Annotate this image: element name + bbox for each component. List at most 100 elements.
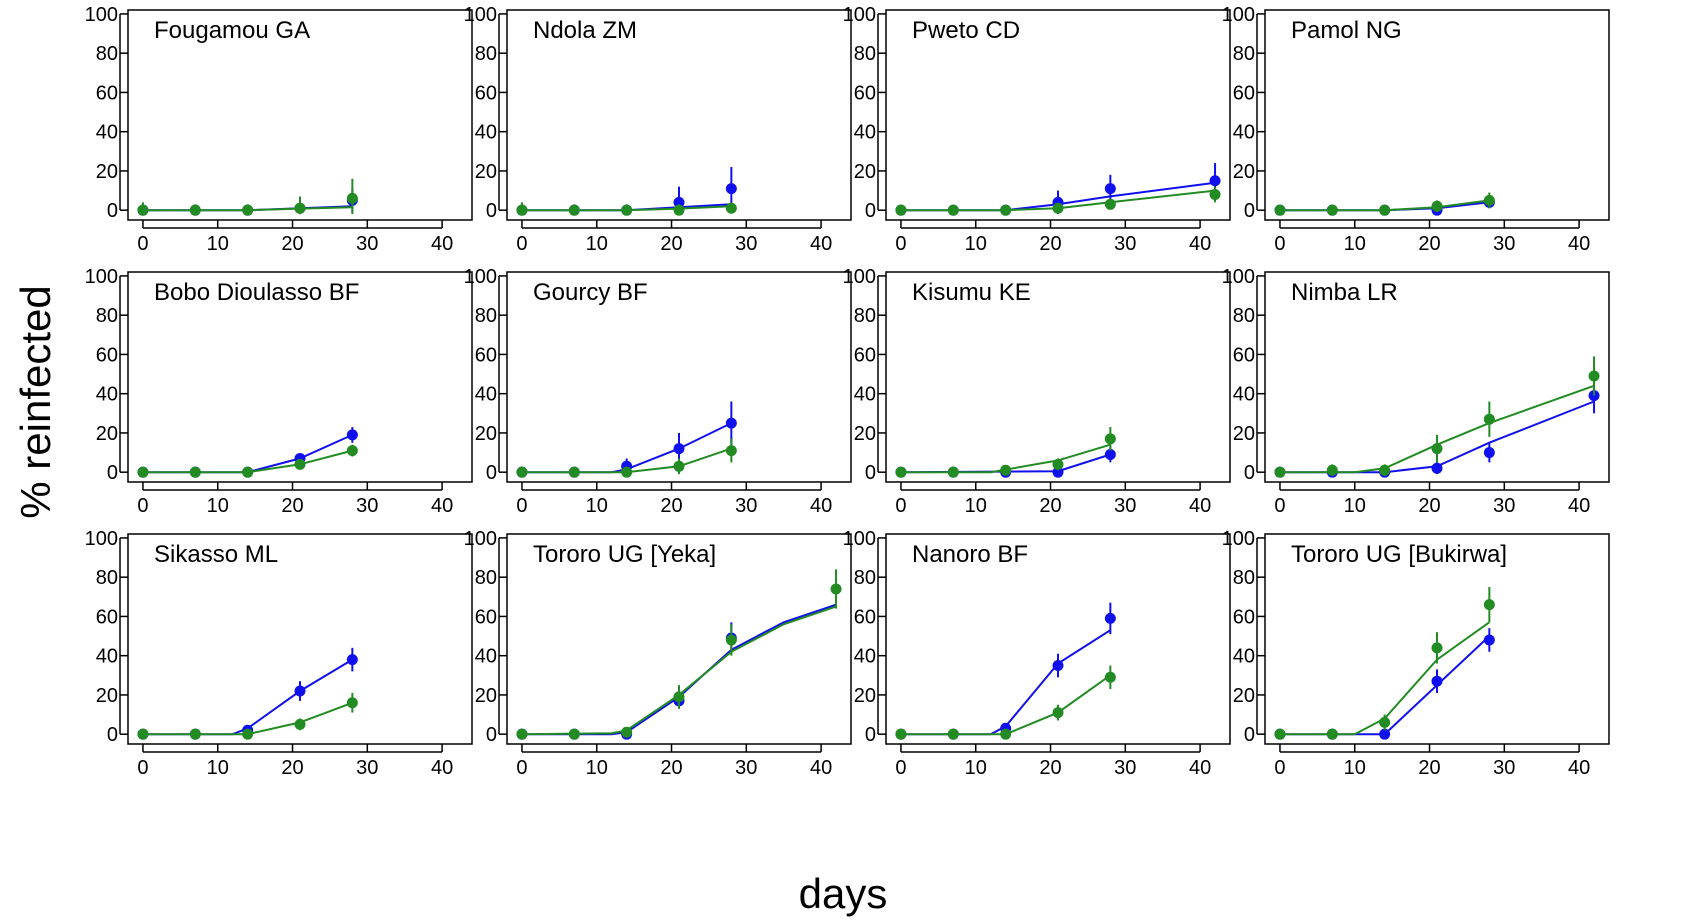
data-point-green [516,204,528,216]
panel: 0 20 40 60 80 100 0 10 20 30 40 Sikasso ML [85,528,473,779]
y-tick-label: 0 [865,724,876,746]
data-point-green [189,728,201,740]
y-tick-label: 40 [854,646,876,668]
data-point-green [1104,433,1116,445]
y-tick-label: 100 [464,528,497,550]
data-point-green [137,728,149,740]
data-point-green [137,466,149,478]
x-tick-label: 0 [895,495,906,517]
y-tick-label: 0 [486,462,497,484]
y-tick-label: 80 [475,305,497,327]
x-axis-label: days [799,870,888,917]
x-tick-label: 30 [356,233,378,255]
panel: 0 20 40 60 80 100 0 10 20 30 40 Tororo UG [Bukirwa] [1222,528,1610,779]
data-point-green [568,728,580,740]
fit-line-blue [143,433,353,474]
data-point-green [1379,464,1391,476]
x-tick-label: 20 [1039,757,1061,779]
x-tick-label: 10 [965,495,987,517]
x-tick-label: 30 [1114,495,1136,517]
x-tick-label: 0 [516,495,527,517]
x-tick-label: 20 [1039,233,1061,255]
data-point-blue [1209,175,1221,187]
panel: 0 20 40 60 80 100 0 10 20 30 40 Fougamou GA [85,4,473,255]
data-point-green [1431,642,1443,654]
data-point-green [346,697,358,709]
data-point-blue [1431,675,1443,687]
x-tick-label: 10 [207,757,229,779]
x-tick-label: 0 [1274,233,1285,255]
x-tick-label: 30 [1114,233,1136,255]
y-tick-label: 60 [854,606,876,628]
x-tick-label: 0 [895,757,906,779]
data-point-green [242,204,254,216]
plot-frame [506,9,852,221]
x-tick-label: 30 [735,233,757,255]
x-tick-label: 20 [1418,757,1440,779]
x-tick-label: 30 [1114,757,1136,779]
data-point-green [947,728,959,740]
x-tick-label: 0 [1274,495,1285,517]
y-tick-label: 40 [1233,384,1255,406]
x-tick-label: 40 [431,757,453,779]
data-point-green [947,204,959,216]
data-point-green [1326,728,1338,740]
data-point-green [189,466,201,478]
x-tick-label: 0 [137,495,148,517]
data-point-blue [1379,728,1391,740]
data-point-green [1052,202,1064,214]
panel-title: Tororo UG [Bukirwa] [1291,541,1507,568]
x-tick-label: 40 [1568,495,1590,517]
x-tick-label: 10 [586,233,608,255]
y-tick-label: 20 [475,423,497,445]
data-point-green [568,466,580,478]
data-point-green [294,202,306,214]
data-point-green [516,466,528,478]
x-tick-label: 20 [281,233,303,255]
data-point-blue [1052,659,1064,671]
data-point-green [1000,728,1012,740]
y-tick-label: 80 [96,43,118,65]
y-tick-label: 40 [475,646,497,668]
y-tick-label: 60 [475,606,497,628]
data-point-blue [1483,447,1495,459]
y-tick-label: 80 [96,305,118,327]
x-tick-label: 10 [1344,495,1366,517]
x-tick-label: 20 [281,495,303,517]
y-tick-label: 100 [1222,528,1255,550]
data-point-green [1052,707,1064,719]
data-point-blue [294,685,306,697]
y-tick-label: 40 [475,384,497,406]
plot-frame [1264,9,1610,221]
x-tick-label: 40 [1189,757,1211,779]
y-tick-label: 20 [96,423,118,445]
y-tick-label: 80 [96,567,118,589]
y-tick-label: 40 [854,384,876,406]
y-tick-label: 100 [1222,4,1255,26]
y-tick-label: 20 [475,685,497,707]
y-tick-label: 40 [96,384,118,406]
y-tick-label: 20 [96,685,118,707]
y-tick-label: 60 [1233,606,1255,628]
y-tick-label: 40 [475,122,497,144]
data-point-blue [1052,466,1064,478]
x-tick-label: 20 [281,757,303,779]
plot-frame [506,271,852,483]
panel-title: Ndola ZM [533,17,637,44]
x-tick-label: 30 [1493,757,1515,779]
x-tick-label: 0 [1274,757,1285,779]
x-tick-label: 40 [431,495,453,517]
plot-frame [885,9,1231,221]
y-tick-label: 80 [1233,43,1255,65]
y-tick-label: 0 [865,462,876,484]
data-point-blue [1104,183,1116,195]
data-point-blue [725,417,737,429]
data-point-green [725,202,737,214]
y-tick-label: 60 [1233,344,1255,366]
y-tick-label: 40 [1233,122,1255,144]
plot-frame [506,533,852,745]
fit-line-blue [522,603,837,736]
x-tick-label: 30 [356,495,378,517]
data-point-green [673,204,685,216]
data-point-green [895,728,907,740]
